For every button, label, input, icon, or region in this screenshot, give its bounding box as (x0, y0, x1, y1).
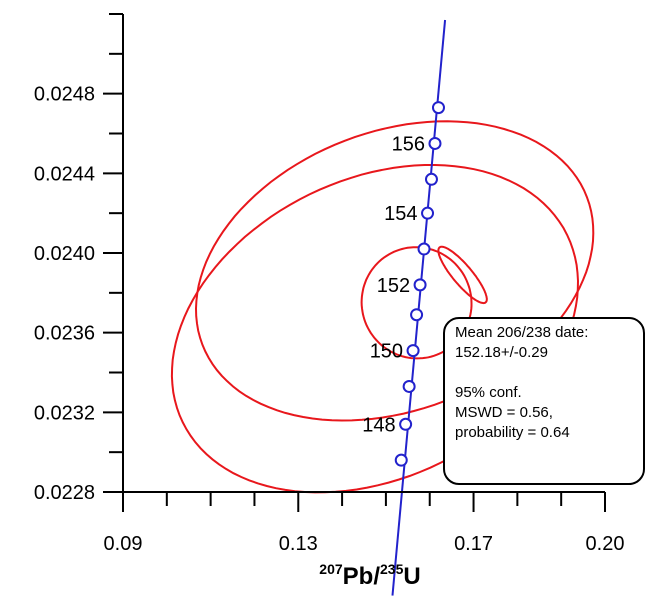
concordia-marker (424, 172, 438, 186)
result-title: Mean 206/238 date: (455, 324, 589, 341)
y-tick-label: 0.0248 (34, 84, 95, 106)
x-tick-label: 0.13 (279, 533, 318, 555)
concordia-marker (399, 417, 413, 431)
result-probability: probability = 0.64 (455, 424, 570, 441)
result-mswd: MSWD = 0.56, (455, 404, 553, 421)
result-confidence: 95% conf. (455, 384, 522, 401)
y-tick-label: 0.0244 (34, 163, 95, 185)
x-tick-label: 0.09 (104, 533, 143, 555)
age-label-154: 154 (384, 203, 417, 225)
concordia-marker (413, 278, 427, 292)
concordia-marker (431, 101, 445, 115)
result-mean-date: 152.18+/-0.29 (455, 344, 548, 361)
concordia-line (391, 19, 447, 596)
x-axis-title: 207Pb/235U (319, 561, 420, 590)
y-tick-label: 0.0236 (34, 323, 95, 345)
concordia-marker (402, 379, 416, 393)
concordia-curve (391, 19, 447, 596)
concordia-marker (417, 242, 431, 256)
y-tick-label: 0.0240 (34, 243, 95, 265)
x-tick-label: 0.17 (454, 533, 493, 555)
concordia-marker (410, 308, 424, 322)
age-label-156: 156 (392, 133, 425, 155)
y-tick-label: 0.0232 (34, 402, 95, 424)
error-ellipse-4 (437, 245, 488, 305)
age-label-150: 150 (370, 341, 403, 363)
result-box: Mean 206/238 date: 152.18+/-0.29 95% con… (443, 317, 645, 485)
concordia-age-labels: 148 150 152 154 156 (362, 133, 425, 436)
age-label-148: 148 (362, 414, 395, 436)
axis-tick-labels: 0.09 0.13 0.17 0.20 0.0228 0.0232 0.0236 0.0240… (34, 84, 625, 555)
y-tick-label: 0.0228 (34, 482, 95, 504)
concordia-marker (406, 344, 420, 358)
age-label-152: 152 (377, 275, 410, 297)
axis-ticks (103, 13, 606, 512)
concordia-marker (428, 136, 442, 150)
concordia-marker (421, 206, 435, 220)
x-tick-label: 0.20 (586, 533, 625, 555)
concordia-marker (394, 453, 408, 467)
